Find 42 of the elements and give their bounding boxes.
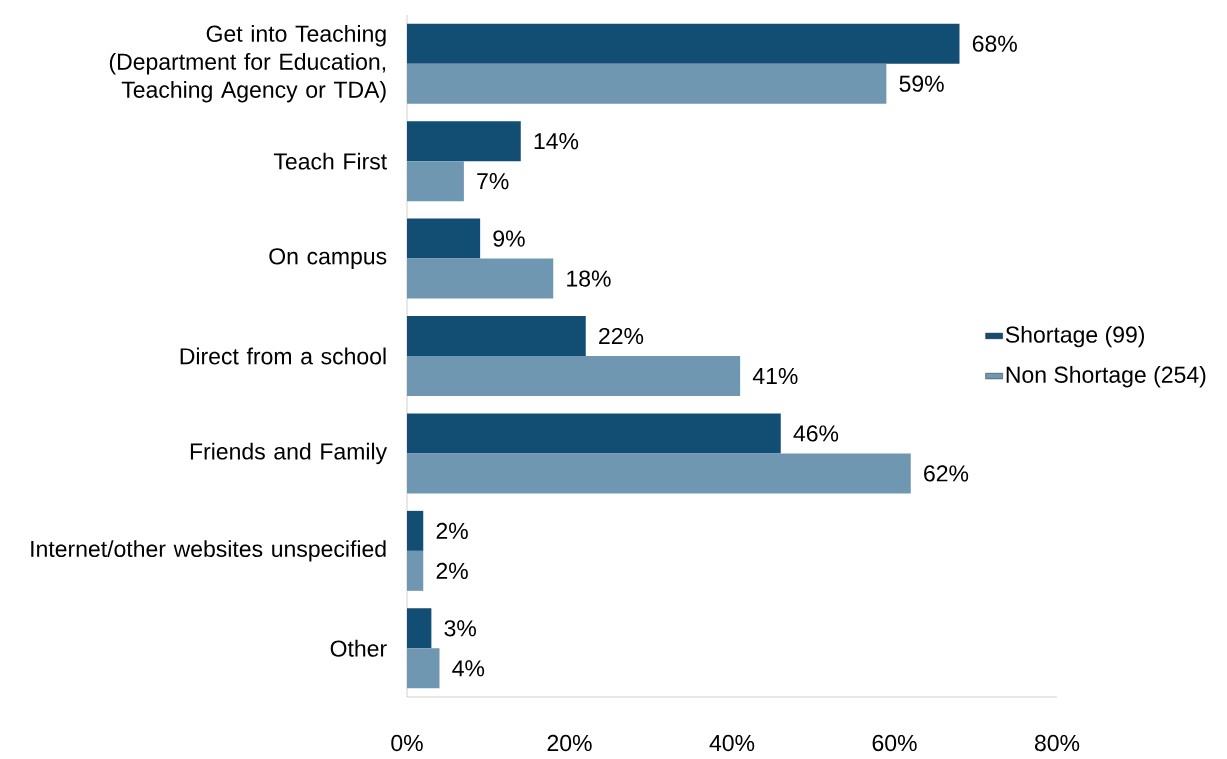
y-tick-label: Direct from a school xyxy=(180,347,386,365)
x-tick-label: 80% xyxy=(1034,734,1080,752)
data-label: 22% xyxy=(599,328,644,345)
bar xyxy=(407,550,424,591)
bar xyxy=(407,63,887,104)
y-tick-label: On campus xyxy=(269,248,387,270)
data-label: 2% xyxy=(436,522,468,540)
bar xyxy=(407,316,586,357)
data-label: 4% xyxy=(452,660,485,677)
y-tick-label: Teach First xyxy=(273,152,387,170)
y-tick-label: Internet/other websites unspecified xyxy=(31,540,386,562)
bar xyxy=(407,161,464,202)
data-label: 59% xyxy=(899,75,944,92)
bar xyxy=(407,218,481,259)
data-label: 68% xyxy=(972,35,1017,52)
bar xyxy=(407,608,432,649)
legend-label: Shortage (99) xyxy=(1005,325,1145,348)
x-tick-label: 40% xyxy=(709,734,755,752)
y-tick-label: Friends and Family xyxy=(190,442,388,465)
bar xyxy=(407,510,424,551)
data-label: 14% xyxy=(534,133,579,150)
data-label: 3% xyxy=(444,620,476,637)
data-label: 46% xyxy=(793,425,839,442)
bar xyxy=(407,258,554,299)
bar xyxy=(407,413,781,454)
data-label: 9% xyxy=(493,230,525,247)
data-label: 62% xyxy=(924,465,969,482)
data-label: 41% xyxy=(752,368,798,385)
y-tick-label: Other xyxy=(330,639,387,657)
bar xyxy=(407,453,911,494)
data-label: 2% xyxy=(436,562,468,580)
bar xyxy=(407,648,440,689)
legend-label: Non Shortage (254) xyxy=(1006,366,1206,388)
x-tick-label: 60% xyxy=(872,734,917,752)
y-tick-label: Get into Teaching (Department for Education, Teaching Agency or TDA) xyxy=(109,25,386,103)
x-tick-label: 20% xyxy=(547,734,592,752)
bar xyxy=(407,356,741,397)
x-tick-label: 0% xyxy=(391,734,423,752)
data-label: 18% xyxy=(567,270,611,287)
bar xyxy=(407,23,960,64)
data-label: 7% xyxy=(477,173,509,190)
bar xyxy=(407,121,521,162)
